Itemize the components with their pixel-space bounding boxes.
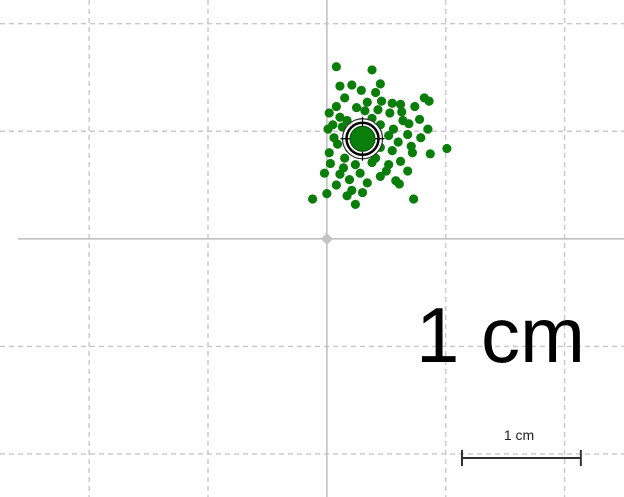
data-point <box>373 105 383 115</box>
data-point <box>376 96 387 106</box>
data-point <box>335 81 345 91</box>
data-point <box>387 98 397 108</box>
data-point <box>375 171 385 182</box>
scale-bar-label: 1 cm <box>503 427 535 443</box>
data-point <box>331 101 341 112</box>
data-point <box>347 80 357 90</box>
scale-bar <box>461 450 582 466</box>
data-point <box>340 93 350 103</box>
data-point <box>403 129 413 140</box>
data-point <box>367 65 377 75</box>
data-point <box>423 124 433 134</box>
data-point <box>350 159 360 170</box>
data-point <box>394 179 404 189</box>
data-point <box>387 146 397 156</box>
data-point <box>425 149 435 159</box>
data-point <box>395 156 406 166</box>
data-point <box>342 115 352 126</box>
data-point <box>350 199 360 209</box>
data-point <box>395 99 406 109</box>
data-point <box>381 166 391 176</box>
size-annotation: 1 cm <box>416 291 586 379</box>
data-point <box>385 108 395 118</box>
data-point <box>331 62 341 72</box>
data-point <box>362 178 372 188</box>
data-point <box>360 106 370 116</box>
markers <box>320 116 385 245</box>
crosshair-target-icon <box>340 116 385 161</box>
axes <box>18 0 624 497</box>
data-point <box>393 137 403 147</box>
data-point <box>362 97 372 107</box>
data-point <box>403 166 413 176</box>
data-point <box>335 112 345 122</box>
data-point <box>397 107 407 117</box>
data-point <box>328 120 338 130</box>
data-point <box>409 194 419 204</box>
data-point <box>331 180 341 190</box>
data-point <box>324 148 334 158</box>
data-point <box>307 194 318 204</box>
data-point <box>355 168 365 178</box>
target-center-dot <box>349 125 376 152</box>
data-point <box>344 175 355 185</box>
data-point <box>325 158 336 169</box>
data-point <box>357 187 368 198</box>
data-point <box>370 87 381 98</box>
data-point <box>406 141 416 151</box>
data-point <box>404 119 414 129</box>
data-point <box>414 114 425 125</box>
data-point <box>324 108 334 118</box>
data-point <box>356 85 366 95</box>
data-point <box>375 79 385 89</box>
data-point <box>410 101 420 112</box>
data-point <box>384 130 394 141</box>
data-point <box>424 96 434 106</box>
data-point <box>347 185 357 196</box>
data-point <box>338 163 349 173</box>
data-point <box>340 153 350 163</box>
data-point <box>416 133 426 143</box>
data-point <box>319 168 330 178</box>
data-point <box>351 102 362 113</box>
data-point <box>322 189 332 199</box>
origin-marker <box>320 232 333 245</box>
data-point <box>367 157 377 168</box>
data-point <box>388 124 399 134</box>
data-point <box>332 139 343 149</box>
data-point <box>442 143 452 154</box>
